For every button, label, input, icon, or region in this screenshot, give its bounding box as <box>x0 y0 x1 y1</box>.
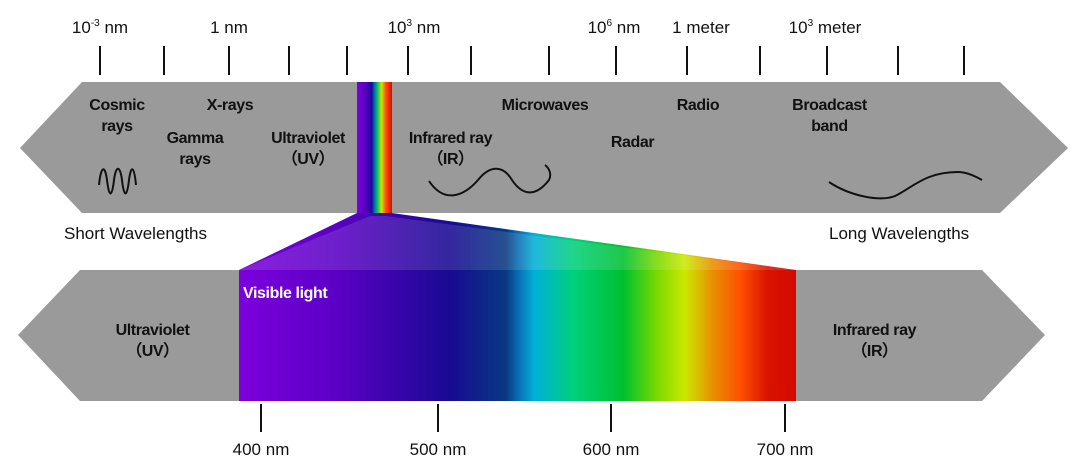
top-scale-ticks <box>99 46 965 75</box>
tick-label-400nm: 400 nm <box>232 440 290 459</box>
label-bottom-infrared: Infrared ray （IR） <box>832 322 917 360</box>
tick-label-1e3nm: 103 nm <box>387 18 441 37</box>
label-cosmic-rays: Cosmic rays <box>89 97 145 135</box>
tick-label-600nm: 600 nm <box>582 440 640 459</box>
tick-label-1e3m: 103 meter <box>788 18 862 37</box>
tick-label-1e-3nm: 10-3 nm <box>71 18 129 37</box>
radio-wave-icon <box>828 170 983 200</box>
label-broadcast-band: Broadcast band <box>792 97 867 135</box>
label-infrared: Infrared ray （IR） <box>408 130 493 168</box>
short-wave-icon <box>98 167 137 195</box>
tick-label-700nm: 700 nm <box>756 440 814 459</box>
visible-light-region <box>239 270 796 401</box>
label-x-rays: X-rays <box>206 97 254 114</box>
label-gamma-rays: Gamma rays <box>166 130 224 168</box>
tick-label-500nm: 500 nm <box>409 440 467 459</box>
infrared-wave-icon <box>428 164 552 197</box>
visible-expansion <box>239 213 796 270</box>
label-radio: Radio <box>676 97 720 114</box>
label-visible-light: Visible light <box>243 285 328 302</box>
top-spectrum-band <box>20 82 1068 213</box>
tick-label-1e6nm: 106 nm <box>587 18 641 37</box>
label-ultraviolet: Ultraviolet （UV） <box>271 130 345 168</box>
visible-strip <box>357 82 392 213</box>
label-microwaves: Microwaves <box>501 97 589 114</box>
tick-label-1nm: 1 nm <box>210 18 248 37</box>
label-radar: Radar <box>610 134 655 151</box>
bottom-scale-ticks <box>260 404 786 432</box>
label-bottom-ultraviolet: Ultraviolet （UV） <box>115 322 190 360</box>
tick-label-1m: 1 meter <box>672 18 730 37</box>
label-long-wavelengths: Long Wavelengths <box>829 224 970 243</box>
label-short-wavelengths: Short Wavelengths <box>64 224 207 243</box>
